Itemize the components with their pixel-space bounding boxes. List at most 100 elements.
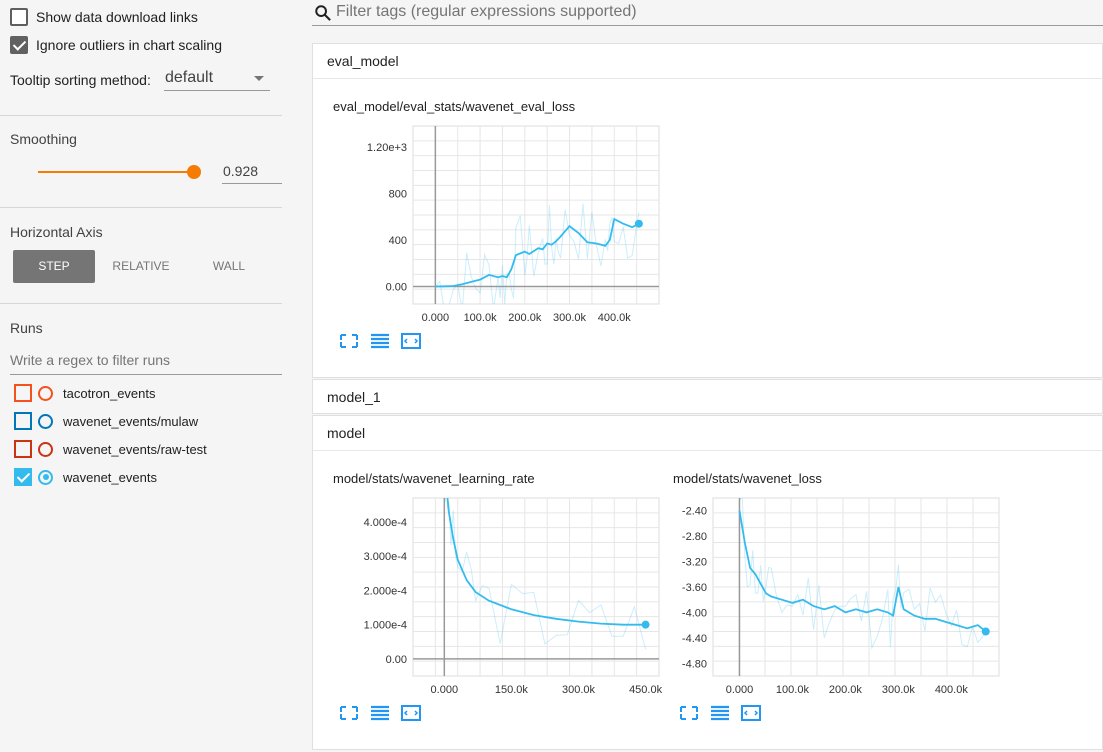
x-tick-label: 300.0k — [553, 312, 587, 324]
section-model: model model/stats/wavenet_learning_rate … — [312, 415, 1103, 750]
x-tick-label: 400.0k — [598, 312, 632, 324]
section-model-1: model_1 — [312, 379, 1103, 414]
divider — [0, 303, 282, 304]
smoothed-series-line — [738, 510, 987, 633]
chart-title-eval-loss: eval_model/eval_stats/wavenet_eval_loss — [333, 99, 576, 114]
run-item[interactable]: wavenet_events/mulaw — [14, 412, 198, 430]
chart-wavenet-loss: 0.000 100.0k 200.0k 300.0k 400.0k -4.80 -4.40 -… — [682, 497, 1000, 695]
run-radio[interactable] — [38, 385, 53, 401]
y-tick-label: -3.20 — [682, 557, 707, 569]
y-tick-label: 3.000e-4 — [364, 551, 407, 563]
section-model-1-header[interactable]: model_1 — [327, 389, 381, 405]
axis-relative-button[interactable]: RELATIVE — [112, 259, 170, 273]
run-label: wavenet_events/raw-test — [63, 441, 207, 457]
ignore-outliers-checkbox[interactable] — [10, 36, 28, 54]
x-tick-label: 300.0k — [562, 684, 596, 695]
run-label: wavenet_events — [63, 469, 157, 485]
log-scale-icon[interactable] — [369, 704, 391, 722]
y-tick-label: -4.80 — [682, 658, 707, 670]
y-tick-label: 0.00 — [386, 282, 407, 294]
expand-icon[interactable] — [338, 332, 360, 350]
fit-domain-icon[interactable] — [400, 332, 422, 350]
show-download-links-option[interactable]: Show data download links — [10, 8, 198, 26]
x-tick-label: 450.0k — [629, 684, 663, 695]
ignore-outliers-option[interactable]: Ignore outliers in chart scaling — [10, 36, 222, 54]
run-radio[interactable] — [38, 469, 53, 485]
y-tick-label: -2.80 — [682, 531, 707, 543]
section-model-header[interactable]: model — [313, 416, 1102, 451]
run-checkbox[interactable] — [14, 468, 32, 486]
series-group — [738, 498, 987, 650]
chart-eval-loss: 0.000 100.0k 200.0k 300.0k 400.0k 0.00 400 800 1… — [367, 125, 660, 324]
main-panel: Filter tags (regular expressions support… — [296, 0, 1103, 752]
fit-domain-icon[interactable] — [400, 704, 422, 722]
series-end-point — [634, 219, 643, 228]
x-tick-label: 0.000 — [422, 312, 450, 324]
y-tick-label: -3.60 — [682, 582, 707, 594]
x-tick-label: 0.000 — [431, 684, 459, 695]
search-icon — [315, 5, 331, 21]
run-radio[interactable] — [38, 413, 53, 429]
y-tick-label: 4.000e-4 — [364, 517, 407, 529]
y-tick-label: 1.000e-4 — [364, 620, 407, 632]
expand-icon[interactable] — [338, 704, 360, 722]
show-download-links-label: Show data download links — [36, 9, 198, 25]
run-item[interactable]: wavenet_events — [14, 468, 157, 486]
smoothing-value-input[interactable]: 0.928 — [222, 160, 282, 184]
x-tick-label: 100.0k — [776, 684, 810, 695]
runs-filter-input[interactable]: Write a regex to filter runs — [10, 351, 282, 375]
section-eval-model: eval_model eval_model/eval_stats/wavenet… — [312, 43, 1103, 378]
run-item[interactable]: tacotron_events — [14, 384, 156, 402]
y-tick-label: 800 — [389, 188, 407, 200]
y-tick-label: 400 — [389, 235, 407, 247]
log-scale-icon[interactable] — [709, 704, 731, 722]
show-download-links-checkbox[interactable] — [10, 8, 28, 26]
chart-title-learning-rate: model/stats/wavenet_learning_rate — [333, 471, 535, 486]
log-scale-icon[interactable] — [369, 332, 391, 350]
expand-icon[interactable] — [678, 704, 700, 722]
x-tick-label: 0.000 — [726, 684, 754, 695]
y-tick-label: 2.000e-4 — [364, 585, 407, 597]
tooltip-sorting-value: default — [165, 69, 214, 86]
series-end-point — [641, 620, 650, 629]
raw-series-line — [435, 203, 640, 304]
series-end-point — [981, 627, 990, 636]
run-radio-dot — [42, 474, 49, 480]
chart-title-wavenet-loss: model/stats/wavenet_loss — [673, 471, 822, 486]
run-item[interactable]: wavenet_events/raw-test — [14, 440, 207, 458]
y-tick-label: 0.00 — [386, 654, 407, 666]
axis-wall-button[interactable]: WALL — [212, 259, 246, 273]
run-checkbox[interactable] — [14, 440, 32, 458]
raw-series-line — [739, 498, 987, 650]
smoothing-slider-track[interactable] — [38, 171, 194, 173]
ignore-outliers-label: Ignore outliers in chart scaling — [36, 37, 222, 53]
y-tick-label: -4.00 — [682, 607, 707, 619]
x-tick-label: 200.0k — [829, 684, 863, 695]
y-tick-label: -4.40 — [682, 633, 707, 645]
smoothing-title: Smoothing — [10, 131, 77, 147]
divider — [0, 115, 282, 116]
smoothed-series-line — [435, 217, 640, 288]
smoothing-slider-handle[interactable] — [187, 165, 201, 179]
axis-step-button[interactable]: STEP — [13, 250, 95, 283]
run-radio[interactable] — [38, 441, 53, 457]
section-eval-model-header[interactable]: eval_model — [313, 44, 1102, 79]
run-label: tacotron_events — [63, 385, 156, 401]
tag-filter-input[interactable]: Filter tags (regular expressions support… — [312, 0, 1103, 26]
tag-filter-placeholder: Filter tags (regular expressions support… — [336, 3, 637, 20]
series-group — [435, 203, 640, 304]
raw-series-line — [444, 498, 647, 650]
fit-domain-icon[interactable] — [740, 704, 762, 722]
x-tick-label: 200.0k — [508, 312, 542, 324]
run-label: wavenet_events/mulaw — [63, 413, 199, 429]
x-tick-label: 100.0k — [464, 312, 498, 324]
x-tick-label: 400.0k — [935, 684, 969, 695]
chart-learning-rate: 0.000 150.0k 300.0k 450.0k 0.00 1.000e-4 2.000… — [364, 497, 663, 695]
run-checkbox[interactable] — [14, 412, 32, 430]
x-tick-label: 300.0k — [882, 684, 916, 695]
run-checkbox[interactable] — [14, 384, 32, 402]
sidebar: Show data download links Ignore outliers… — [0, 0, 296, 752]
tooltip-sorting-dropdown[interactable]: default — [164, 68, 270, 91]
runs-title: Runs — [10, 320, 43, 336]
runs-filter-placeholder: Write a regex to filter runs — [10, 352, 171, 368]
